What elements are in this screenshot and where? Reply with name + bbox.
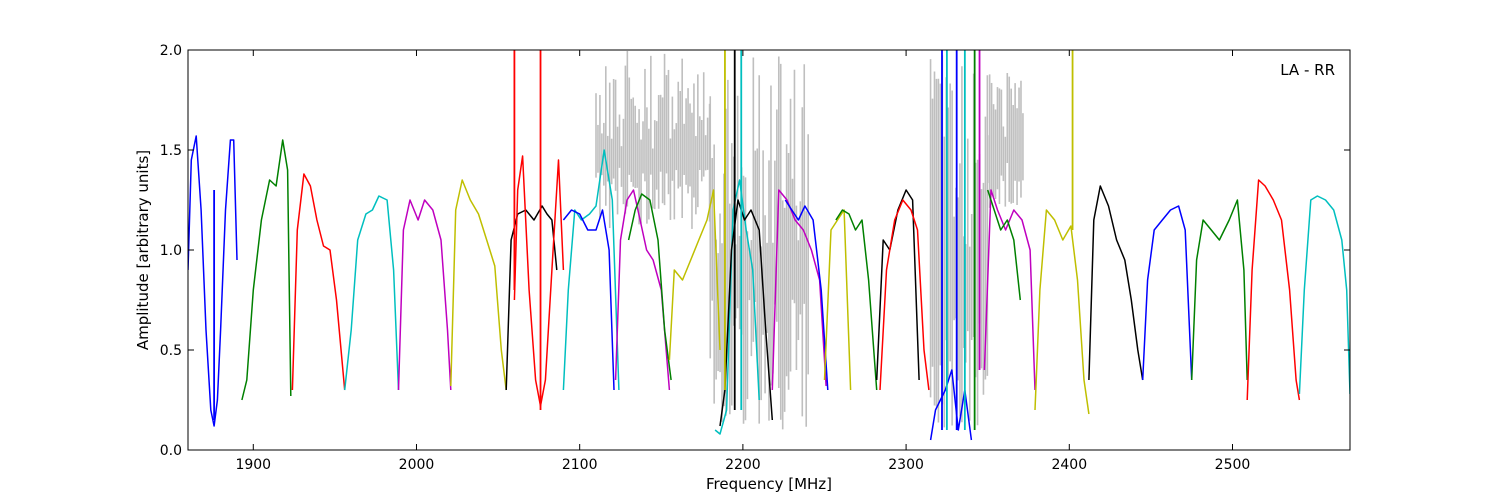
series-line-19 <box>835 209 878 391</box>
y-axis-label: Amplitude [arbitrary units] <box>134 150 152 350</box>
background-band <box>595 51 711 229</box>
series-line-27 <box>1141 205 1193 381</box>
series-line-11 <box>614 189 671 391</box>
spike-layer <box>213 50 1074 430</box>
series-line-28 <box>1190 199 1248 381</box>
x-tick-label: 2100 <box>562 457 598 473</box>
series-line-13 <box>668 189 721 361</box>
series-line-2 <box>241 139 292 401</box>
x-tick-label: 2300 <box>888 457 924 473</box>
series-line-25 <box>1034 209 1090 415</box>
series-line-7 <box>505 205 558 391</box>
x-tick-label: 2400 <box>1051 457 1087 473</box>
x-axis-label: Frequency [MHz] <box>706 475 832 493</box>
y-tick-label: 1.0 <box>160 243 182 259</box>
series-line-6 <box>450 179 507 391</box>
series-line-21 <box>879 199 930 391</box>
y-tick-label: 2.0 <box>160 43 182 59</box>
series-line-22 <box>929 369 973 441</box>
plot-area <box>188 50 1350 441</box>
series-line-29 <box>1246 179 1301 401</box>
x-tick-label: 2200 <box>725 457 761 473</box>
series-line-26 <box>1088 185 1144 381</box>
background-band <box>986 72 1024 208</box>
series-line-15 <box>719 199 774 427</box>
series-line-4 <box>343 195 400 391</box>
y-tick-label: 1.5 <box>160 143 182 159</box>
x-tick-label: 1900 <box>235 457 271 473</box>
x-tick-label: 2000 <box>399 457 435 473</box>
series-line-18 <box>823 209 852 391</box>
series-line-17 <box>784 199 829 391</box>
series-line-9 <box>562 149 620 391</box>
series-line-12 <box>627 193 672 381</box>
series-line-16 <box>771 189 827 391</box>
series-line-30 <box>1298 195 1350 395</box>
series-line-5 <box>397 199 452 391</box>
chart-annotation: LA - RR <box>1280 61 1335 79</box>
series-line-24 <box>986 189 1022 301</box>
series-layer <box>188 135 1350 441</box>
series-line-14 <box>714 179 760 435</box>
series-line-10 <box>562 209 615 391</box>
series-line-3 <box>291 173 346 391</box>
x-tick-label: 2500 <box>1215 457 1251 473</box>
y-axis-ticks: 0.0 0.5 1.0 1.5 2.0 <box>160 43 1350 459</box>
series-line-8 <box>513 155 565 407</box>
y-tick-label: 0.5 <box>160 343 182 359</box>
x-axis-ticks: 1900 2000 2100 2200 2300 2400 2500 <box>235 50 1250 473</box>
series-line-23 <box>983 189 1036 391</box>
y-tick-label: 0.0 <box>160 443 182 459</box>
series-line-1 <box>188 135 238 427</box>
series-line-20 <box>875 189 920 381</box>
